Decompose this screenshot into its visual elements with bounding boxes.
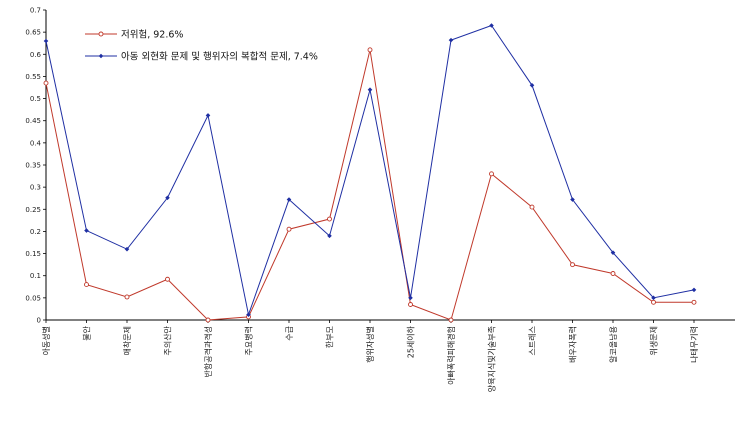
y-tick-label: 0.6 [30, 51, 42, 59]
data-point [165, 195, 170, 201]
x-tick-label: 애착문제 [123, 326, 132, 355]
data-point [448, 37, 454, 43]
x-tick-label: 알코올남용 [608, 326, 618, 363]
y-tick-label: 0.35 [25, 162, 41, 170]
data-point [84, 282, 89, 288]
legend-label: 저위험, 92.6% [121, 29, 183, 41]
data-point [165, 276, 170, 282]
data-point [489, 171, 494, 177]
x-tick-label: 양육지식및기술부족 [487, 326, 497, 392]
x-tick-label: 불안 [82, 325, 92, 340]
data-point [489, 23, 494, 28]
data-point [570, 197, 575, 202]
data-point [529, 204, 535, 210]
axes: 0 0.05 0.1 0.15 0.2 0.25 0.3 0.35 0.4 0.45 0.5 0.55… [25, 7, 735, 392]
data-point [610, 271, 616, 276]
x-tick-label: 반항공격과격성 [203, 326, 213, 378]
data-point [691, 287, 697, 293]
y-tick-label: 0.55 [25, 73, 41, 81]
y-tick-label: 0.5 [30, 95, 41, 103]
x-tick-label: 위생문제 [649, 326, 659, 355]
data-point [448, 317, 454, 323]
data-point [43, 80, 49, 86]
series-line [45, 24, 695, 317]
legend-item: 저위험, 92.6% [85, 29, 183, 41]
y-tick-label: 0.65 [25, 29, 41, 37]
data-point [408, 302, 413, 307]
y-tick-label: 0.15 [25, 250, 41, 258]
legend: 저위험, 92.6% 아동 외현화 문제 및 행위자의 복합적 문제, 7.4% [85, 29, 318, 63]
x-tick-label: 한부모 [326, 326, 335, 348]
data-point [205, 317, 211, 323]
x-tick-label: 주의산만 [163, 325, 173, 355]
x-tick-label: 스트레스 [528, 326, 537, 355]
series-layer [43, 23, 697, 323]
x-tick-label: 25세이하 [406, 325, 416, 358]
data-point [286, 197, 292, 202]
data-point [286, 226, 292, 232]
y-tick-label: 0.3 [30, 184, 41, 192]
data-point [327, 216, 332, 222]
x-tick-label: 배우자폭력 [568, 326, 578, 363]
y-tick-label: 0.25 [25, 206, 41, 214]
legend-item: 아동 외현화 문제 및 행위자의 복합적 문제, 7.4% [85, 51, 318, 63]
data-point [327, 233, 332, 239]
data-point [205, 113, 211, 118]
x-tick-label: 나태무기력 [689, 326, 699, 363]
data-point [124, 294, 130, 300]
data-point [529, 82, 535, 88]
x-tick-label: 아동성별 [41, 326, 51, 355]
data-point [570, 262, 575, 268]
x-tick-label: 주요병력 [244, 326, 254, 355]
data-point [651, 295, 656, 301]
x-tick-label: 행위자성별 [365, 326, 375, 363]
y-tick-label: 0.2 [30, 228, 41, 236]
data-point [610, 250, 616, 255]
y-tick-label: 0 [37, 317, 41, 325]
legend-marker [98, 53, 104, 59]
data-point [651, 299, 656, 305]
legend-marker [98, 31, 104, 37]
y-tick-label: 0.45 [25, 117, 41, 125]
data-point [367, 87, 373, 93]
data-point [691, 299, 697, 305]
y-tick-label: 0.1 [30, 272, 41, 280]
data-point [124, 246, 130, 252]
x-tick-label: 아빠폭력피해경험 [446, 326, 456, 385]
series-2 [43, 23, 697, 317]
y-tick-label: 0.4 [30, 139, 42, 147]
data-point [408, 295, 413, 301]
data-point [84, 228, 89, 233]
y-tick-label: 0.7 [30, 7, 41, 15]
data-point [367, 47, 373, 53]
legend-label: 아동 외현화 문제 및 행위자의 복합적 문제, 7.4% [121, 51, 318, 63]
y-tick-label: 0.05 [25, 294, 41, 302]
data-point [246, 312, 251, 317]
data-point [43, 38, 49, 44]
x-tick-label: 수급 [285, 326, 294, 341]
